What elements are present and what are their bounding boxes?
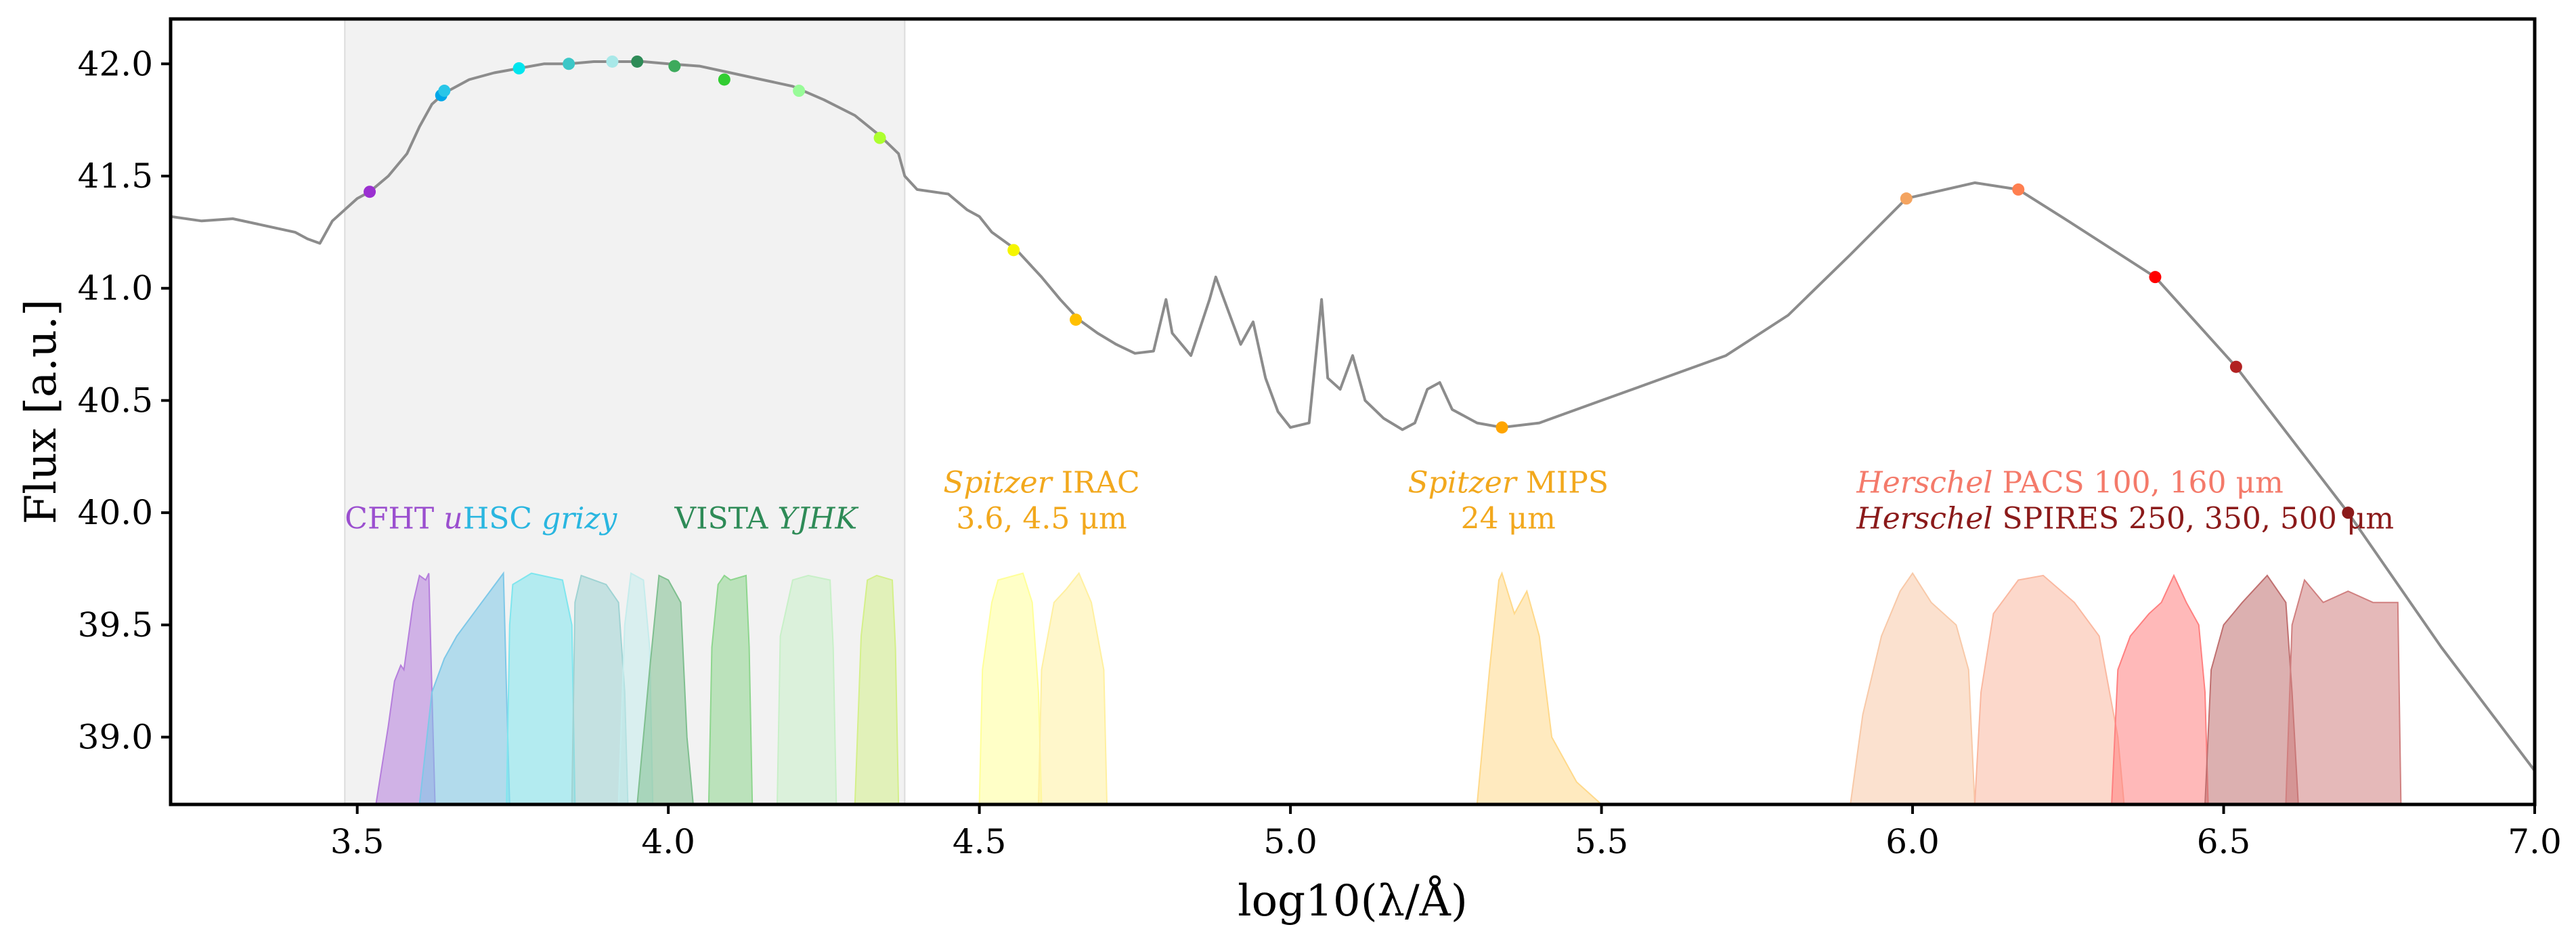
filter-annotation: Spitzer MIPS <box>1407 465 1609 500</box>
y-tick-label: 40.0 <box>78 493 153 532</box>
photometry-point <box>793 85 805 97</box>
annotation-segment: MIPS <box>1516 465 1609 500</box>
annotation-segment: Herschel <box>1856 501 1992 536</box>
x-tick-label: 4.5 <box>953 822 1007 861</box>
filter-annotation: Spitzer IRAC <box>943 465 1139 500</box>
filter-annotation: Herschel SPIRES 250, 350, 500 μm <box>1856 501 2394 536</box>
photometry-point <box>1900 192 1913 204</box>
annotation-segment: Spitzer <box>1407 465 1518 500</box>
y-tick-label: 41.5 <box>78 156 153 196</box>
photometry-point <box>2012 184 2024 196</box>
annotation-segment: YJHK <box>777 501 858 536</box>
filter-annotation: HSC grizy <box>463 501 618 536</box>
annotation-segment: HSC <box>463 501 542 536</box>
x-tick-label: 7.0 <box>2508 822 2562 861</box>
annotation-segment: 24 μm <box>1461 501 1556 536</box>
photometry-point <box>513 62 525 74</box>
filter-annotation: 3.6, 4.5 μm <box>956 501 1127 536</box>
filter-curve <box>777 576 836 804</box>
x-tick-label: 4.0 <box>641 822 695 861</box>
filter-annotation: CFHT u <box>345 501 462 536</box>
annotation-segment: 3.6, 4.5 μm <box>956 501 1127 536</box>
annotation-segment: IRAC <box>1052 465 1140 500</box>
y-tick-label: 41.0 <box>78 269 153 308</box>
x-tick-label: 5.5 <box>1575 822 1629 861</box>
annotation-segment: CFHT <box>345 501 443 536</box>
filter-curve <box>2286 580 2401 804</box>
photometry-point <box>606 56 618 68</box>
photometry-point <box>1496 421 1508 433</box>
annotation-segment: PACS 100, 160 μm <box>1992 465 2283 500</box>
x-tick-label: 5.0 <box>1263 822 1317 861</box>
photometry-point <box>718 73 730 85</box>
filter-annotation: Herschel PACS 100, 160 μm <box>1856 465 2284 500</box>
filter-annotation: 24 μm <box>1461 501 1556 536</box>
filter-curve <box>506 574 575 804</box>
photometry-point <box>668 60 680 72</box>
x-axis-label: log10(λ/Å) <box>1238 876 1468 926</box>
photometry-point <box>2149 271 2161 283</box>
x-tick-label: 6.0 <box>1885 822 1940 861</box>
photometry-point <box>364 186 376 198</box>
photometry-point <box>438 85 450 97</box>
photometry-point <box>563 58 575 70</box>
annotation-segment: VISTA <box>674 501 777 536</box>
filter-annotation: VISTA YJHK <box>674 501 858 536</box>
photometry-point <box>1007 244 1020 256</box>
filter-curve <box>709 576 752 804</box>
y-tick-label: 40.5 <box>78 381 153 420</box>
y-axis-label: Flux [a.u.] <box>16 299 66 525</box>
photometry-point <box>2230 361 2242 373</box>
sed-chart: CFHT uHSC grizy VISTA YJHK Spitzer IRAC3.6… <box>0 0 2576 948</box>
annotation-segment: Spitzer <box>943 465 1053 500</box>
annotation-segment: Herschel <box>1856 465 1992 500</box>
photometry-point <box>874 132 886 144</box>
x-tick-label: 6.5 <box>2197 822 2251 861</box>
annotation-segment: SPIRES 250, 350, 500 μm <box>1992 501 2394 536</box>
y-tick-label: 39.5 <box>78 605 153 645</box>
photometry-point <box>1070 314 1082 326</box>
y-tick-label: 42.0 <box>78 44 153 83</box>
annotation-segment: u <box>443 501 462 536</box>
annotation-segment: grizy <box>542 501 617 536</box>
y-tick-label: 39.0 <box>78 718 153 757</box>
x-tick-label: 3.5 <box>330 822 385 861</box>
photometry-point <box>631 56 643 68</box>
